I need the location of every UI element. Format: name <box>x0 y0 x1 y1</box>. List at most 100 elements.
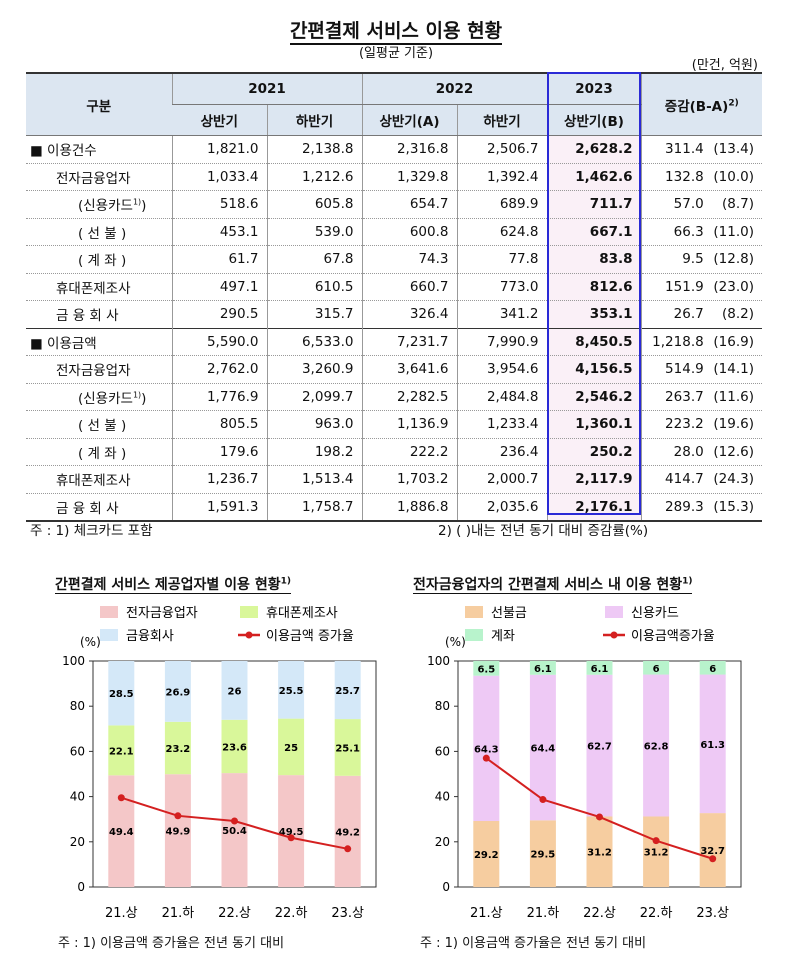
bar-segment <box>699 813 726 887</box>
change-cell: 66.3 (11.0) <box>640 218 762 246</box>
change-cell: 414.7 (24.3) <box>640 465 762 494</box>
y-tick-label: 100 <box>427 654 450 668</box>
table-cell: 179.6 <box>171 438 267 466</box>
legend-swatch <box>605 606 623 618</box>
change-cell: 223.2 (19.6) <box>640 410 762 439</box>
table-cell: 1,360.1 <box>546 410 641 439</box>
legend-label: 이용금액증가율 <box>631 629 715 644</box>
legend-marker <box>610 631 618 639</box>
legend-label: 이용금액 증가율 <box>266 629 354 644</box>
table-cell: 1,462.6 <box>546 163 641 191</box>
table-row: 휴대폰제조사 1,236.7 1,513.4 1,703.2 2,000.7 2,117.… <box>26 465 762 494</box>
bar-segment <box>108 661 135 726</box>
chart1-title: 간편결제 서비스 제공업자별 이용 현황1) <box>55 576 291 594</box>
table-cell: 7,231.7 <box>361 327 457 356</box>
bar-value-label: 23.2 <box>166 744 191 755</box>
table-cell: 624.8 <box>456 218 547 246</box>
table-cell: 2,316.8 <box>361 135 457 164</box>
legend-marker <box>245 631 253 639</box>
chart2-note: 주 : 1) 이용금액 증가율은 전년 동기 대비 <box>420 936 647 951</box>
bar-segment <box>164 721 191 775</box>
x-tick-label: 21.하 <box>162 906 195 921</box>
subheader: 상반기(A) <box>361 104 457 136</box>
bar-segment <box>586 674 613 817</box>
table-cell: 2,176.1 <box>546 493 641 522</box>
bar-segment <box>643 661 670 675</box>
table-cell: 1,233.4 <box>456 410 547 439</box>
bar-segment <box>473 675 500 822</box>
table-cell: 1,758.7 <box>266 493 362 522</box>
bar-segment <box>278 661 305 719</box>
bar-value-label: 25.5 <box>279 686 304 697</box>
table-cell: 2,762.0 <box>171 355 267 384</box>
table-body: ■ 이용건수 1,821.0 2,138.8 2,316.8 2,506.7 2,628.… <box>26 135 762 522</box>
bar-segment <box>586 661 613 675</box>
growth-rate-point <box>596 813 603 821</box>
table-cell: 3,954.6 <box>456 355 547 384</box>
bar-value-label: 62.8 <box>644 742 669 753</box>
row-label: 휴대폰제조사 <box>26 465 172 494</box>
x-tick-label: 23.상 <box>331 906 364 921</box>
x-tick-label: 21.하 <box>527 906 560 921</box>
change-cell: 28.0 (12.6) <box>640 438 762 466</box>
row-label: ■ 이용금액 <box>26 327 172 356</box>
bar-segment <box>586 816 613 887</box>
bar-segment <box>699 661 726 675</box>
header-category: 구분 <box>26 72 172 136</box>
table-cell: 77.8 <box>456 245 547 274</box>
x-tick-label: 21.상 <box>470 906 503 921</box>
chart1-note: 주 : 1) 이용금액 증가율은 전년 동기 대비 <box>58 936 285 951</box>
table-cell: 1,591.3 <box>171 493 267 522</box>
chart2-title: 전자금융업자의 간편결제 서비스 내 이용 현황1) <box>413 576 693 594</box>
table-cell: 67.8 <box>266 245 362 274</box>
row-label: (신용카드1)) <box>26 383 172 411</box>
legend-swatch <box>100 606 118 618</box>
row-label: 휴대폰제조사 <box>26 273 172 301</box>
table-cell: 7,990.9 <box>456 327 547 356</box>
table-cell: 222.2 <box>361 438 457 466</box>
bar-value-label: 49.2 <box>335 827 360 838</box>
growth-rate-point <box>652 837 660 845</box>
bar-segment <box>108 775 135 887</box>
bar-value-label: 31.2 <box>587 848 612 859</box>
subheader: 하반기 <box>266 104 362 136</box>
table-cell: 326.4 <box>361 300 457 329</box>
table-row: ■ 이용건수 1,821.0 2,138.8 2,316.8 2,506.7 2,628.… <box>26 135 762 164</box>
growth-rate-point <box>344 845 352 853</box>
x-tick-label: 22.상 <box>218 906 251 921</box>
table-cell: 689.9 <box>456 190 547 219</box>
header-year-2022: 2022 <box>361 72 547 105</box>
bar-value-label: 64.3 <box>474 744 499 755</box>
table-cell: 1,392.4 <box>456 163 547 191</box>
table-cell: 74.3 <box>361 245 457 274</box>
change-cell: 57.0 (8.7) <box>640 190 762 219</box>
table-row: (신용카드1)) 1,776.9 2,099.7 2,282.5 2,484.8 2,54… <box>26 383 762 411</box>
bar-segment <box>643 674 670 817</box>
table-cell: 1,136.9 <box>361 410 457 439</box>
table-cell: 3,260.9 <box>266 355 362 384</box>
bar-segment <box>334 661 361 720</box>
bar-value-label: 6 <box>653 664 660 675</box>
bar-segment <box>699 674 726 814</box>
legend-label: 선불금 <box>491 606 527 621</box>
x-tick-label: 21.상 <box>105 906 138 921</box>
change-cell: 289.3 (15.3) <box>640 493 762 522</box>
bar-value-label: 26 <box>228 686 242 697</box>
row-label: 전자금융업자 <box>26 163 172 191</box>
table-row: ( 선 불 ) 453.1 539.0 600.8 624.8 667.1 66.3 (11… <box>26 218 762 246</box>
bar-segment <box>108 725 135 776</box>
bar-value-label: 32.7 <box>700 846 725 857</box>
table-cell: 2,484.8 <box>456 383 547 411</box>
table-row: 전자금융업자 1,033.4 1,212.6 1,329.8 1,392.4 1,462.… <box>26 163 762 191</box>
bar-segment <box>334 719 361 776</box>
change-cell: 9.5 (12.8) <box>640 245 762 274</box>
table-cell: 250.2 <box>546 438 641 466</box>
table-row: 휴대폰제조사 497.1 610.5 660.7 773.0 812.6 151.9 (23… <box>26 273 762 301</box>
table-cell: 600.8 <box>361 218 457 246</box>
y-tick-label: 0 <box>442 880 450 894</box>
table-cell: 61.7 <box>171 245 267 274</box>
table-cell: 1,776.9 <box>171 383 267 411</box>
change-cell: 151.9 (23.0) <box>640 273 762 301</box>
